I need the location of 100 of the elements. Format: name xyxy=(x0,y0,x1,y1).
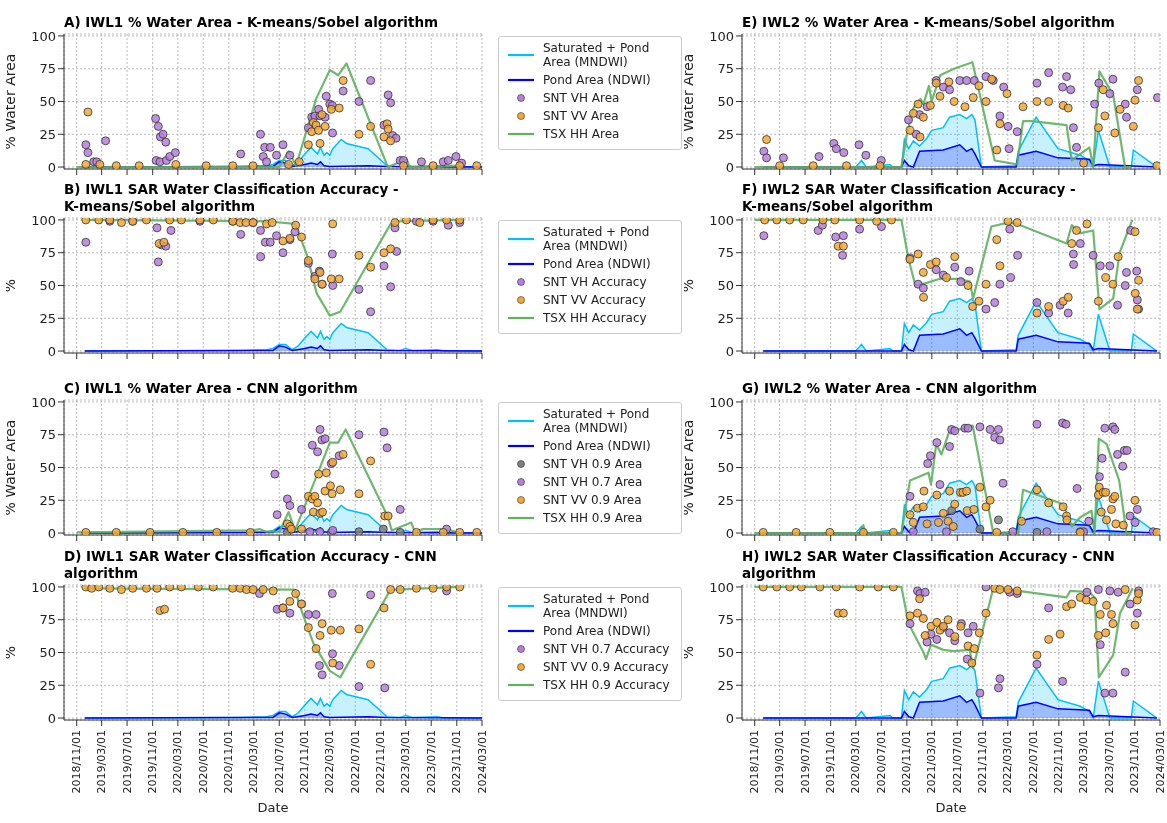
y-tick-label: 25 xyxy=(717,310,734,326)
y-tick-label: 75 xyxy=(717,61,734,77)
legend-label: SNT VV 0.9 Area xyxy=(543,493,643,507)
chart-title: B) IWL1 SAR Water Classification Accuracy - K-means/Sobel algorithm xyxy=(64,181,399,214)
y-tick-label: 0 xyxy=(725,710,734,726)
x-tick-label: 2022/11/01 xyxy=(1052,730,1066,794)
y-tick-label: 0 xyxy=(725,159,734,175)
legend-label: SNT VV 0.9 Accuracy xyxy=(543,660,670,674)
y-tick-label: 100 xyxy=(709,579,734,595)
chart-title: G) IWL2 % Water Area - CNN algorithm xyxy=(742,380,1038,396)
chart-title: D) IWL1 SAR Water Classification Accuracy - CNN algorithm xyxy=(64,548,437,581)
legend-label: TSX HH 0.9 Accuracy xyxy=(543,678,671,692)
x-tick-label: 2018/11/01 xyxy=(748,730,762,794)
legend-label: SNT VH 0.7 Accuracy xyxy=(543,642,671,656)
y-tick-label: 50 xyxy=(717,645,734,661)
legend-label: Pond Area (NDWI) xyxy=(543,73,652,87)
chart-title: H) IWL2 SAR Water Classification Accuracy - CNN algorithm xyxy=(742,548,1115,581)
x-tick-label: 2023/03/01 xyxy=(1077,730,1091,794)
x-tick-label: 2021/11/01 xyxy=(976,730,990,794)
legend-label: TSX HH Area xyxy=(543,127,621,141)
y-tick-label: 100 xyxy=(709,394,734,410)
y-tick-label: 0 xyxy=(47,159,56,175)
y-tick-label: 50 xyxy=(39,460,56,476)
y-tick-label: 25 xyxy=(717,677,734,693)
y-tick-label: 75 xyxy=(39,612,56,628)
y-tick-label: 0 xyxy=(47,525,56,541)
x-tick-label: 2018/11/01 xyxy=(70,730,84,794)
y-tick-label: 25 xyxy=(717,126,734,142)
x-tick-label: 2021/11/01 xyxy=(298,730,312,794)
y-tick-label: 50 xyxy=(717,94,734,110)
legend-label: SNT VV Area xyxy=(543,109,620,123)
x-tick-label: 2020/11/01 xyxy=(900,730,914,794)
y-tick-label: 50 xyxy=(39,94,56,110)
x-tick-label: 2020/03/01 xyxy=(849,730,863,794)
x-tick-label: 2022/03/01 xyxy=(1001,730,1015,794)
y-tick-label: 75 xyxy=(39,61,56,77)
y-tick-label: 100 xyxy=(31,579,56,595)
y-tick-label: 50 xyxy=(39,645,56,661)
chart-title: C) IWL1 % Water Area - CNN algorithm xyxy=(64,380,358,396)
x-tick-label: 2019/11/01 xyxy=(824,730,838,794)
x-tick-label: 2024/03/01 xyxy=(1153,730,1167,794)
y-tick-label: 100 xyxy=(31,394,56,410)
x-tick-label: 2024/03/01 xyxy=(475,730,489,794)
x-tick-label: 2022/07/01 xyxy=(348,730,362,794)
y-tick-label: 25 xyxy=(39,310,56,326)
x-tick-label: 2021/07/01 xyxy=(272,730,286,794)
x-tick-label: 2020/07/01 xyxy=(874,730,888,794)
y-tick-label: 25 xyxy=(39,126,56,142)
y-tick-label: 75 xyxy=(717,245,734,261)
y-tick-label: 0 xyxy=(47,710,56,726)
legend-label: TSX HH Accuracy xyxy=(543,311,648,325)
x-tick-label: 2021/03/01 xyxy=(247,730,261,794)
legend-label: SNT VH Area xyxy=(543,91,621,105)
legend-label: Saturated + Pond Area (MNDWI) xyxy=(543,592,651,620)
legend-label: SNT VH 0.7 Area xyxy=(543,475,644,489)
chart-title: A) IWL1 % Water Area - K-means/Sobel algorithm xyxy=(64,14,439,30)
y-tick-label: 75 xyxy=(39,427,56,443)
chart-title: F) IWL2 SAR Water Classification Accuracy - K-means/Sobel algorithm xyxy=(742,181,1076,214)
y-tick-label: 0 xyxy=(47,343,56,359)
x-tick-label: 2022/07/01 xyxy=(1026,730,1040,794)
x-axis-title: Date xyxy=(935,800,967,815)
legend-label: SNT VH 0.9 Area xyxy=(543,457,644,471)
legend-label: SNT VH Accuracy xyxy=(543,275,648,289)
x-tick-label: 2022/11/01 xyxy=(374,730,388,794)
x-tick-label: 2022/03/01 xyxy=(323,730,337,794)
legend-label: Saturated + Pond Area (MNDWI) xyxy=(543,225,651,253)
legend-label: Pond Area (NDWI) xyxy=(543,439,652,453)
legend-label: Saturated + Pond Area (MNDWI) xyxy=(543,407,651,435)
y-tick-label: 0 xyxy=(725,343,734,359)
y-tick-label: 75 xyxy=(39,245,56,261)
legend-label: Saturated + Pond Area (MNDWI) xyxy=(543,41,651,69)
x-tick-label: 2021/03/01 xyxy=(925,730,939,794)
x-axis-title: Date xyxy=(257,800,289,815)
legend-label: SNT VV Accuracy xyxy=(543,293,647,307)
chart-title: E) IWL2 % Water Area - K-means/Sobel algorithm xyxy=(742,14,1115,30)
y-tick-label: 100 xyxy=(709,212,734,228)
legend-label: Pond Area (NDWI) xyxy=(543,257,652,271)
legend-label: TSX HH 0.9 Area xyxy=(543,511,644,525)
x-tick-label: 2019/11/01 xyxy=(146,730,160,794)
x-tick-label: 2023/11/01 xyxy=(1128,730,1142,794)
y-tick-label: 25 xyxy=(717,492,734,508)
legend-label: Pond Area (NDWI) xyxy=(543,624,652,638)
x-tick-label: 2020/07/01 xyxy=(196,730,210,794)
x-tick-label: 2020/03/01 xyxy=(171,730,185,794)
x-tick-label: 2019/07/01 xyxy=(120,730,134,794)
x-tick-label: 2023/07/01 xyxy=(424,730,438,794)
y-tick-label: 25 xyxy=(39,677,56,693)
x-tick-label: 2023/07/01 xyxy=(1102,730,1116,794)
y-tick-label: 50 xyxy=(717,460,734,476)
x-tick-label: 2023/03/01 xyxy=(399,730,413,794)
y-tick-label: 100 xyxy=(31,212,56,228)
y-tick-label: 100 xyxy=(709,28,734,44)
x-tick-label: 2023/11/01 xyxy=(450,730,464,794)
x-tick-label: 2019/03/01 xyxy=(95,730,109,794)
x-tick-label: 2019/07/01 xyxy=(798,730,812,794)
x-tick-label: 2019/03/01 xyxy=(773,730,787,794)
x-tick-label: 2021/07/01 xyxy=(950,730,964,794)
y-tick-label: 75 xyxy=(717,612,734,628)
y-tick-label: 100 xyxy=(31,28,56,44)
y-tick-label: 75 xyxy=(717,427,734,443)
